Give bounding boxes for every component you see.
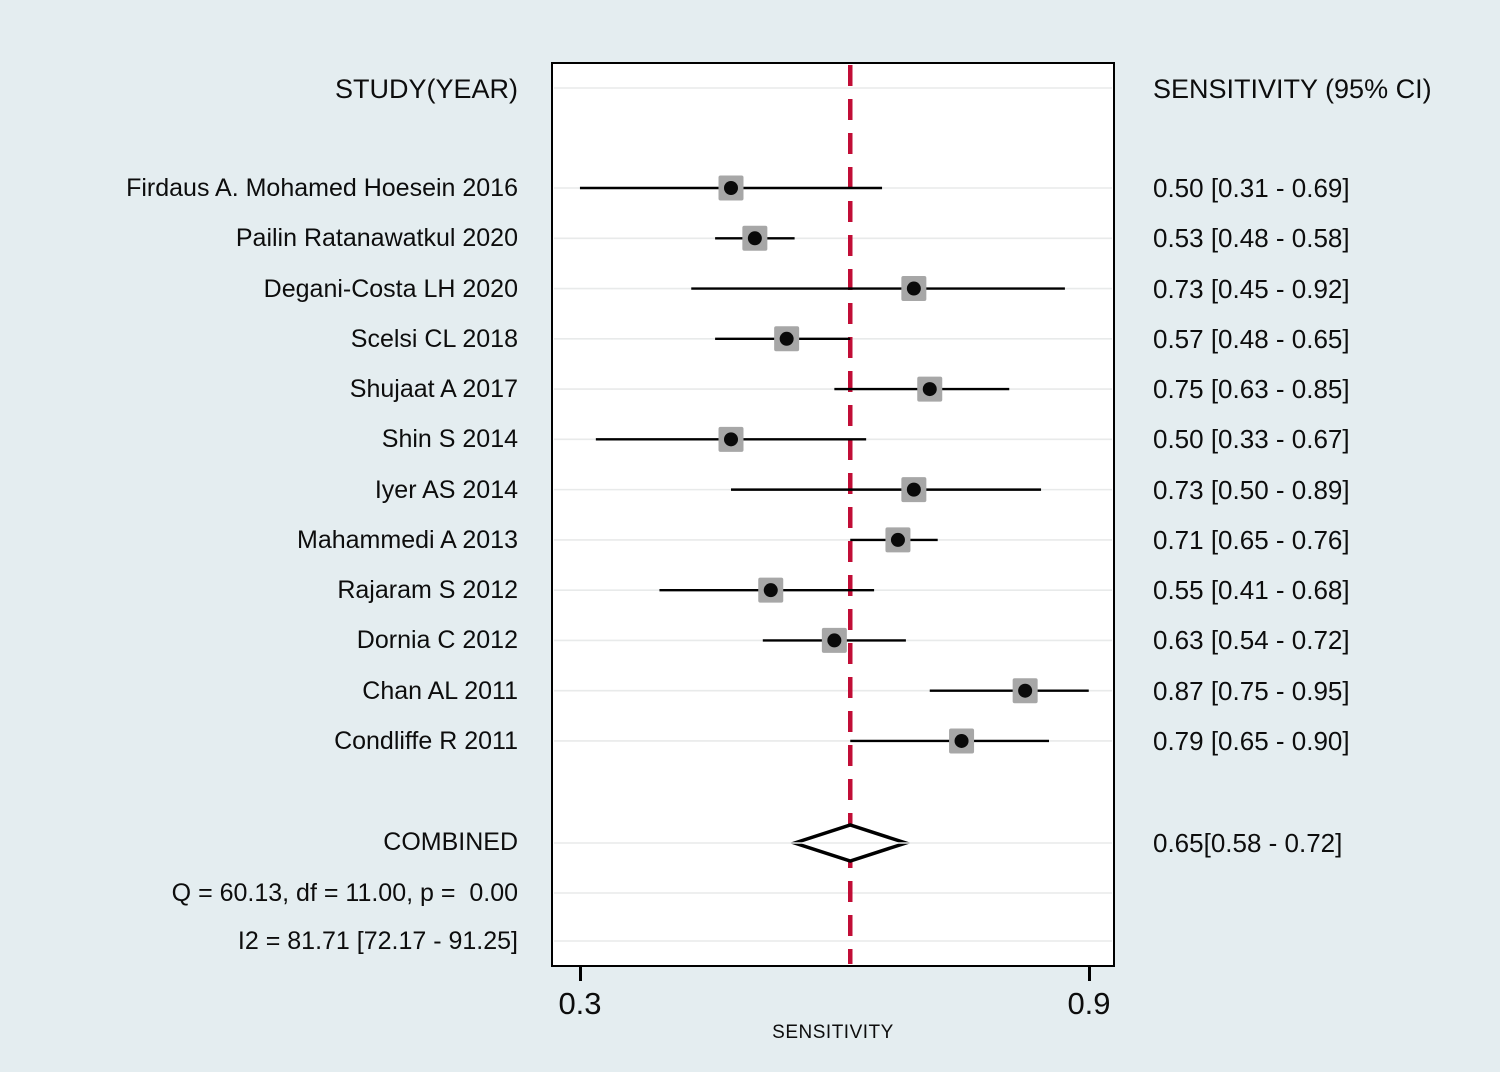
- study-label: Rajaram S 2012: [337, 576, 518, 604]
- study-label: Degani-Costa LH 2020: [263, 275, 518, 303]
- study-value: 0.87 [0.75 - 0.95]: [1153, 676, 1350, 706]
- point-estimate-dot: [747, 231, 762, 246]
- combined-label: COMBINED: [383, 828, 518, 856]
- point-estimate-dot: [724, 181, 738, 195]
- point-estimate-dot: [1018, 683, 1033, 698]
- value-column-header: SENSITIVITY (95% CI): [1153, 74, 1432, 104]
- study-label: Mahammedi A 2013: [297, 526, 518, 554]
- study-value: 0.73 [0.50 - 0.89]: [1153, 475, 1350, 505]
- i2-statistics-text: I2 = 81.71 [72.17 - 91.25]: [237, 927, 518, 955]
- x-axis-tick-label: 0.3: [558, 986, 602, 1021]
- point-estimate-dot: [906, 482, 921, 497]
- study-value: 0.79 [0.65 - 0.90]: [1153, 726, 1350, 756]
- study-label: Chan AL 2011: [362, 677, 518, 705]
- x-axis-tick-label: 0.9: [1067, 986, 1111, 1021]
- point-estimate-dot: [779, 331, 794, 346]
- study-value: 0.73 [0.45 - 0.92]: [1153, 274, 1350, 304]
- study-column-header: STUDY(YEAR): [334, 74, 518, 104]
- point-estimate-dot: [954, 733, 969, 748]
- study-value: 0.53 [0.48 - 0.58]: [1153, 223, 1350, 253]
- point-estimate-dot: [724, 432, 738, 447]
- study-value: 0.50 [0.33 - 0.67]: [1153, 424, 1350, 454]
- x-axis-tick: [1087, 967, 1091, 981]
- point-estimate-dot: [763, 583, 778, 598]
- study-label: Firdaus A. Mohamed Hoesein 2016: [126, 174, 518, 202]
- study-label: Shin S 2014: [381, 425, 518, 453]
- study-label: Scelsi CL 2018: [350, 325, 518, 353]
- study-value: 0.55 [0.41 - 0.68]: [1153, 575, 1350, 605]
- study-value: 0.75 [0.63 - 0.85]: [1153, 374, 1350, 404]
- point-estimate-dot: [922, 382, 937, 397]
- point-estimate-dot: [906, 281, 921, 296]
- forest-plot-canvas: [554, 65, 1112, 964]
- point-estimate-dot: [890, 532, 905, 547]
- study-label: Iyer AS 2014: [374, 476, 518, 504]
- study-value: 0.50 [0.31 - 0.69]: [1153, 173, 1350, 203]
- point-estimate-dot: [827, 633, 842, 648]
- study-label: Dornia C 2012: [356, 626, 518, 654]
- study-value: 0.57 [0.48 - 0.65]: [1153, 324, 1350, 354]
- study-label: Shujaat A 2017: [349, 375, 518, 403]
- study-value: 0.71 [0.65 - 0.76]: [1153, 525, 1350, 555]
- plot-area: [551, 62, 1115, 967]
- q-statistics-text: Q = 60.13, df = 11.00, p = 0.00: [171, 879, 518, 907]
- study-label: Condliffe R 2011: [334, 727, 518, 755]
- study-label: Pailin Ratanawatkul 2020: [235, 224, 518, 252]
- combined-value: 0.65[0.58 - 0.72]: [1153, 828, 1343, 858]
- x-axis-title: SENSITIVITY: [772, 1022, 894, 1043]
- study-value: 0.63 [0.54 - 0.72]: [1153, 625, 1350, 655]
- x-axis-tick: [578, 967, 582, 981]
